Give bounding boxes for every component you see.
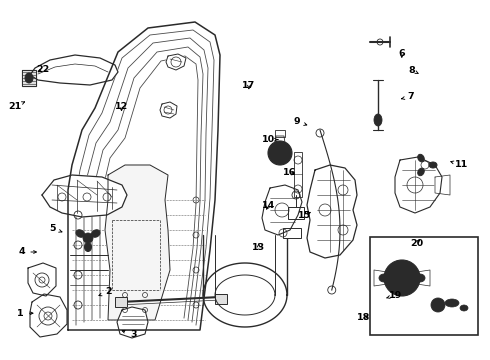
Text: 9: 9 <box>294 117 307 126</box>
Bar <box>370 237 478 335</box>
Text: 10: 10 <box>262 135 278 144</box>
Polygon shape <box>374 270 394 286</box>
Bar <box>215 294 227 304</box>
Polygon shape <box>42 175 127 217</box>
Ellipse shape <box>76 230 84 237</box>
Ellipse shape <box>384 260 420 296</box>
Text: 5: 5 <box>49 224 62 233</box>
Text: 18: 18 <box>357 313 370 322</box>
Ellipse shape <box>431 298 445 312</box>
Ellipse shape <box>92 230 100 237</box>
Polygon shape <box>22 70 36 86</box>
Text: 11: 11 <box>451 161 468 169</box>
Ellipse shape <box>84 243 92 252</box>
Ellipse shape <box>379 274 389 282</box>
Text: 22: 22 <box>36 65 50 74</box>
Polygon shape <box>30 55 118 85</box>
Ellipse shape <box>268 141 292 165</box>
Polygon shape <box>105 165 170 320</box>
Ellipse shape <box>417 168 424 176</box>
Text: 7: 7 <box>402 92 414 101</box>
Bar <box>283 228 301 238</box>
Bar <box>294 152 302 197</box>
Ellipse shape <box>83 233 93 243</box>
Polygon shape <box>307 165 357 258</box>
Bar <box>275 130 285 137</box>
Polygon shape <box>166 54 186 70</box>
Polygon shape <box>262 185 302 235</box>
Text: 8: 8 <box>408 66 418 75</box>
Polygon shape <box>410 270 430 286</box>
Text: 16: 16 <box>282 168 296 177</box>
Bar <box>22 70 36 86</box>
Polygon shape <box>160 102 177 118</box>
Bar <box>115 297 127 307</box>
Polygon shape <box>30 294 67 337</box>
Bar <box>288 207 304 219</box>
Ellipse shape <box>460 305 468 311</box>
Ellipse shape <box>374 114 382 126</box>
Text: 12: 12 <box>115 102 128 111</box>
Text: 17: 17 <box>242 81 256 90</box>
Text: 13: 13 <box>252 243 265 252</box>
Polygon shape <box>435 175 450 195</box>
Ellipse shape <box>445 299 459 307</box>
Text: 4: 4 <box>19 247 36 256</box>
Polygon shape <box>28 263 56 296</box>
Text: 19: 19 <box>387 291 403 300</box>
Polygon shape <box>68 22 220 330</box>
Ellipse shape <box>415 274 425 282</box>
Polygon shape <box>395 157 442 213</box>
Text: 20: 20 <box>410 239 423 248</box>
Ellipse shape <box>417 154 424 162</box>
Text: 21: 21 <box>8 102 24 111</box>
Polygon shape <box>274 136 286 150</box>
Ellipse shape <box>429 162 437 168</box>
Text: 14: 14 <box>262 201 275 210</box>
Text: 3: 3 <box>122 330 137 339</box>
Polygon shape <box>117 307 148 338</box>
Ellipse shape <box>25 73 33 83</box>
Text: 6: 6 <box>398 49 405 58</box>
Text: 1: 1 <box>17 309 33 318</box>
Text: 15: 15 <box>298 211 311 220</box>
Text: 2: 2 <box>99 287 112 296</box>
